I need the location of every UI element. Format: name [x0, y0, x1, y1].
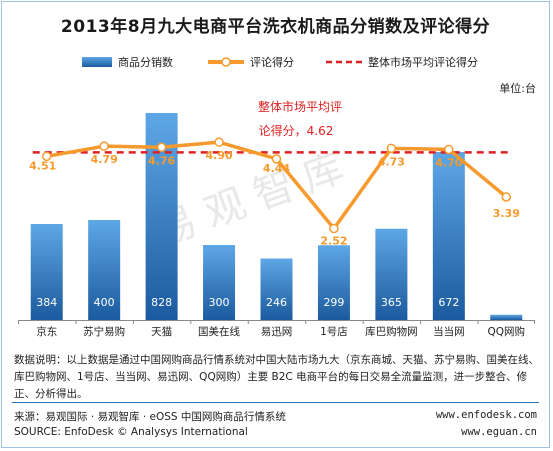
chart-area: 商品分销数 评论得分 整体市场平均评论得分 单位:台 整体市场平均评 论得分，4…: [18, 55, 536, 338]
score-value-label: 4.90: [205, 149, 232, 162]
bar: [30, 224, 63, 320]
x-tick-label: 国美在线: [198, 325, 240, 338]
legend-line-marker: [221, 57, 231, 67]
score-point: [41, 151, 52, 162]
bar-value-label: 384: [36, 296, 57, 309]
avg-annotation-line2: 论得分，4.62: [259, 123, 334, 138]
bar-value-label: 672: [438, 296, 459, 309]
score-point: [386, 143, 397, 154]
chart-title: 2013年8月九大电商平台洗衣机商品分销数及评论得分: [60, 17, 491, 37]
legend-avg-label: 整体市场平均评论得分: [368, 55, 478, 69]
score-line-group: 4.51 4.79 4.76 4.90 4.44 2.52 4.73 4.70 3.39: [29, 137, 520, 248]
bar: [490, 314, 523, 320]
x-tick-label: 天猫: [151, 325, 172, 338]
source-divider: [12, 402, 539, 403]
bar-value-label: 828: [151, 296, 172, 309]
bar: [260, 258, 293, 320]
bar-value-label: 300: [209, 296, 230, 309]
source-cn: 来源：易观国际 · 易观智库 · eOSS 中国网购商品行情系统: [14, 411, 286, 423]
score-value-label: 2.52: [320, 235, 347, 248]
score-point: [444, 144, 454, 155]
bars-group: 384 400 828 300 246 299 365 672 21: [30, 113, 523, 320]
legend-bar-label: 商品分销数: [118, 55, 173, 69]
x-tick-label: 易迅网: [261, 326, 293, 338]
bar: [375, 228, 408, 320]
source-url-2: www.eguan.cn: [461, 426, 537, 438]
bar: [203, 245, 236, 320]
x-tick-label: 1号店: [320, 325, 348, 338]
score-point: [99, 141, 109, 151]
x-tick-label: 当当网: [433, 325, 465, 338]
score-value-label: 4.44: [263, 162, 290, 175]
avg-annotation-line1: 整体市场平均评: [258, 99, 342, 114]
score-value-label: 3.39: [493, 207, 520, 220]
x-tick-label: QQ网购: [488, 325, 526, 338]
score-value-label: 4.70: [435, 156, 462, 169]
x-tick-label: 库巴购物网: [365, 325, 418, 338]
score-value-label: 4.79: [91, 153, 118, 166]
bar: [432, 152, 465, 320]
score-point: [501, 192, 512, 202]
score-value-label: 4.51: [29, 159, 56, 172]
bar-value-label: 365: [381, 296, 402, 309]
x-axis: 京东 苏宁易购 天猫 国美在线 易迅网 1号店 库巴购物网 当当网 QQ网购: [18, 320, 535, 338]
legend-bar-swatch: [82, 57, 112, 67]
score-point: [214, 137, 224, 147]
bar-value-label: 246: [266, 296, 287, 309]
source-url-1: www.enfodesk.com: [435, 409, 537, 421]
score-point: [271, 154, 282, 164]
legend: 商品分销数 评论得分 整体市场平均评论得分: [82, 55, 478, 69]
bar: [88, 220, 121, 320]
data-note: 数据说明：以上数据是通过中国网购商品行情系统对中国大陆市场九大（京东商城、天猫、…: [14, 354, 539, 400]
bar-value-label: 400: [94, 296, 115, 309]
score-value-label: 4.76: [148, 154, 175, 167]
score-value-label: 4.73: [378, 155, 405, 168]
legend-line-label: 评论得分: [250, 55, 294, 69]
unit-label: 单位:台: [499, 81, 536, 95]
x-tick-label: 京东: [36, 325, 57, 338]
bar: [317, 245, 350, 320]
bar-value-label: 299: [323, 296, 344, 309]
bar-value-label: 21: [499, 296, 513, 309]
score-point: [156, 142, 167, 153]
score-point: [329, 223, 339, 234]
x-tick-label: 苏宁易购: [83, 325, 125, 338]
source-en: SOURCE: EnfoDesk © Analysys Internationa…: [14, 426, 248, 438]
